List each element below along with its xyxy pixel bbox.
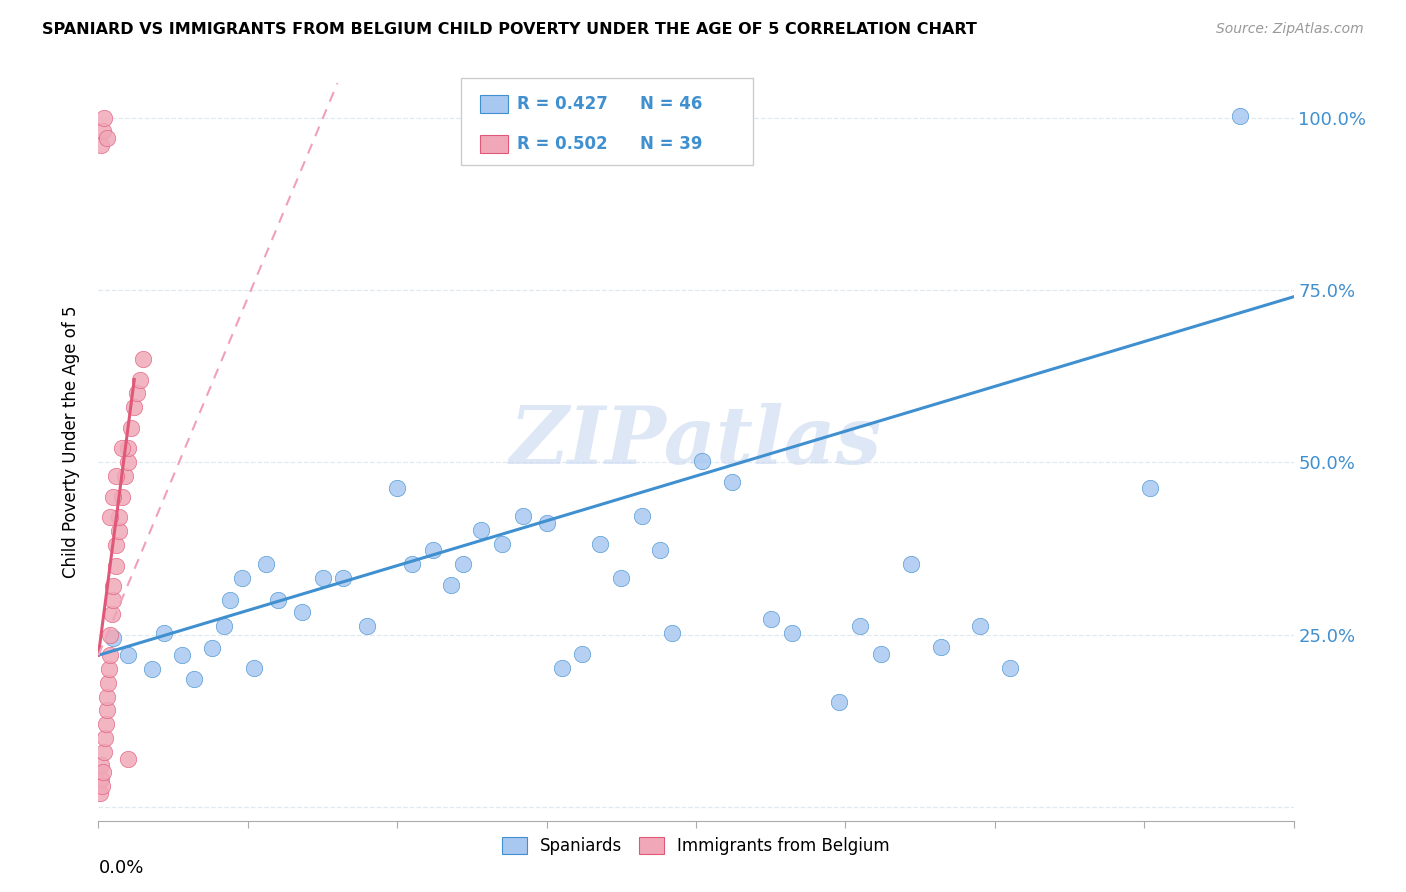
Point [401, 558, 423, 572]
Point [94, 717, 117, 731]
Text: R = 0.427: R = 0.427 [517, 95, 607, 113]
Point [127, 386, 149, 401]
Point [491, 536, 513, 550]
Point [108, 524, 131, 538]
Point [93, 111, 115, 125]
Point [690, 454, 713, 468]
Point [114, 469, 136, 483]
Point [89, 786, 111, 800]
Point [721, 475, 744, 489]
Point [101, 607, 124, 621]
Point [550, 660, 572, 674]
Point [969, 619, 991, 633]
Point [900, 558, 922, 572]
Point [870, 647, 893, 661]
Text: Source: ZipAtlas.com: Source: ZipAtlas.com [1216, 22, 1364, 37]
Point [105, 538, 128, 552]
Point [780, 626, 803, 640]
Point [172, 648, 194, 663]
Text: ZIPatlas: ZIPatlas [510, 403, 882, 480]
Point [451, 558, 474, 572]
Point [91, 779, 114, 793]
Point [291, 606, 314, 620]
Point [311, 571, 333, 585]
Point [571, 647, 593, 661]
Point [385, 482, 409, 496]
Y-axis label: Child Poverty Under the Age of 5: Child Poverty Under the Age of 5 [62, 305, 80, 578]
Point [94, 731, 117, 745]
Point [98, 627, 122, 641]
Point [117, 648, 139, 663]
FancyBboxPatch shape [479, 136, 509, 153]
Point [470, 523, 492, 537]
Point [212, 619, 235, 633]
Point [108, 510, 131, 524]
Point [998, 660, 1021, 674]
Point [98, 648, 122, 663]
Point [650, 543, 672, 558]
Point [96, 131, 118, 145]
Point [103, 579, 125, 593]
Point [97, 675, 120, 690]
Point [129, 372, 152, 386]
Text: 0.0%: 0.0% [98, 858, 143, 877]
Point [93, 745, 115, 759]
Point [90, 138, 112, 153]
Point [111, 490, 134, 504]
Point [97, 662, 120, 676]
Point [117, 455, 139, 469]
Point [105, 558, 128, 573]
Point [1139, 482, 1161, 496]
FancyBboxPatch shape [479, 95, 509, 113]
Point [103, 631, 125, 645]
Point [243, 660, 266, 674]
Point [117, 751, 139, 765]
Point [929, 640, 952, 654]
Point [828, 695, 851, 709]
Point [183, 673, 205, 687]
Point [759, 612, 782, 626]
Point [231, 571, 253, 585]
Point [631, 508, 654, 523]
Point [267, 593, 290, 607]
Point [536, 516, 558, 530]
Point [103, 593, 125, 607]
Point [356, 619, 378, 633]
Point [1229, 109, 1251, 123]
Point [201, 641, 224, 656]
Point [124, 400, 146, 414]
Point [103, 490, 125, 504]
Text: R = 0.502: R = 0.502 [517, 136, 607, 153]
FancyBboxPatch shape [461, 78, 754, 165]
Point [132, 351, 155, 366]
Point [117, 442, 139, 456]
Point [440, 578, 463, 592]
Point [90, 758, 112, 772]
Legend: Spaniards, Immigrants from Belgium: Spaniards, Immigrants from Belgium [495, 830, 897, 862]
Point [661, 626, 683, 640]
Point [91, 765, 114, 780]
Point [610, 571, 633, 585]
Point [589, 536, 612, 550]
Point [105, 469, 128, 483]
Point [111, 442, 134, 456]
Point [849, 619, 872, 633]
Point [512, 508, 534, 523]
Point [90, 772, 112, 787]
Point [141, 662, 163, 676]
Text: SPANIARD VS IMMIGRANTS FROM BELGIUM CHILD POVERTY UNDER THE AGE OF 5 CORRELATION: SPANIARD VS IMMIGRANTS FROM BELGIUM CHIL… [42, 22, 977, 37]
Point [332, 571, 354, 585]
Point [219, 593, 242, 607]
Point [98, 510, 122, 524]
Point [120, 421, 142, 435]
Text: N = 39: N = 39 [640, 136, 703, 153]
Point [422, 543, 444, 558]
Text: N = 46: N = 46 [640, 95, 702, 113]
Point [91, 124, 114, 138]
Point [96, 703, 118, 717]
Point [153, 626, 176, 640]
Point [96, 690, 118, 704]
Point [254, 558, 277, 572]
